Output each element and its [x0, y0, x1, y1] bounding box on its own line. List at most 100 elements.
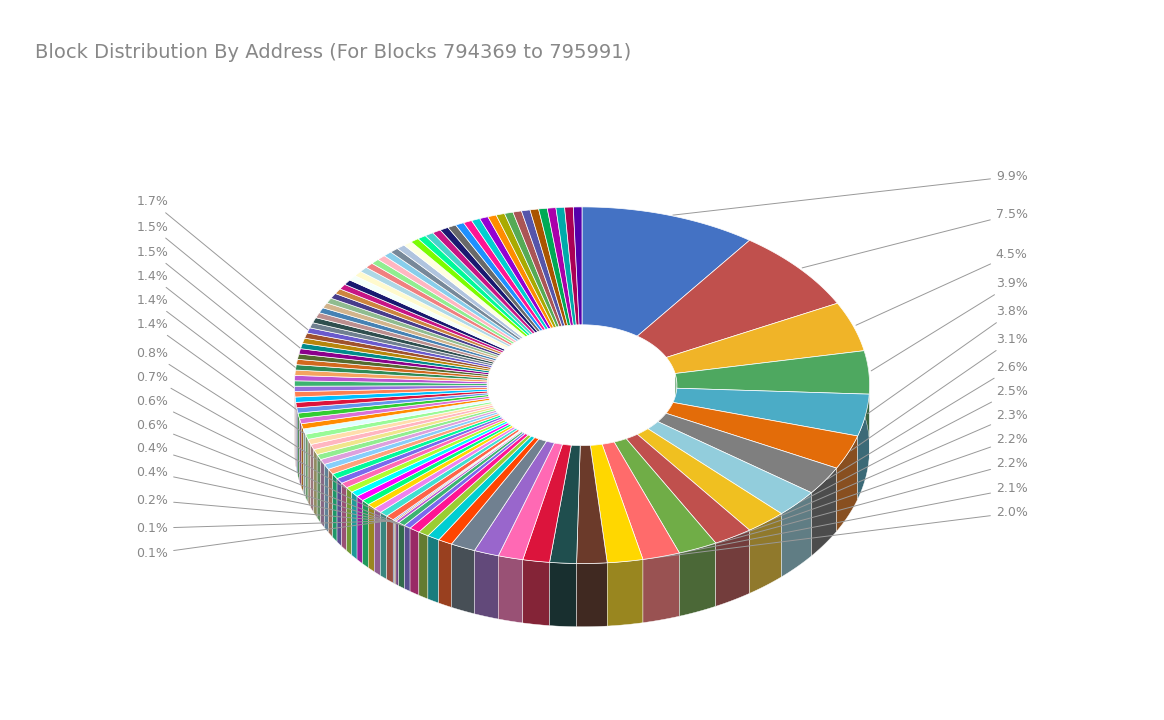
Polygon shape: [303, 338, 490, 371]
Polygon shape: [602, 442, 680, 559]
Polygon shape: [304, 429, 305, 498]
Polygon shape: [411, 239, 528, 337]
Polygon shape: [498, 414, 499, 479]
Polygon shape: [506, 421, 508, 486]
Polygon shape: [864, 351, 870, 457]
Polygon shape: [440, 228, 538, 333]
Polygon shape: [345, 280, 505, 351]
Polygon shape: [305, 434, 308, 503]
Polygon shape: [347, 420, 506, 492]
Polygon shape: [534, 438, 539, 503]
Polygon shape: [357, 496, 363, 564]
Polygon shape: [565, 207, 580, 325]
Polygon shape: [338, 417, 503, 483]
Polygon shape: [391, 248, 521, 340]
Polygon shape: [317, 454, 320, 523]
Polygon shape: [716, 530, 750, 606]
Polygon shape: [510, 424, 511, 489]
Polygon shape: [384, 252, 519, 341]
Polygon shape: [475, 441, 554, 556]
Polygon shape: [378, 256, 517, 343]
Polygon shape: [439, 438, 539, 544]
Polygon shape: [666, 303, 864, 374]
Polygon shape: [666, 402, 858, 468]
Polygon shape: [410, 433, 528, 532]
Polygon shape: [313, 318, 495, 364]
Polygon shape: [297, 408, 298, 477]
Polygon shape: [320, 459, 325, 528]
Text: Block Distribution By Address (For Blocks 794369 to 795991): Block Distribution By Address (For Block…: [35, 43, 631, 62]
Polygon shape: [562, 444, 572, 508]
Polygon shape: [325, 412, 498, 469]
Polygon shape: [311, 405, 494, 449]
Polygon shape: [308, 403, 492, 444]
Polygon shape: [428, 536, 439, 603]
Polygon shape: [327, 298, 499, 357]
Polygon shape: [418, 235, 531, 336]
Polygon shape: [301, 398, 490, 429]
Polygon shape: [375, 508, 381, 575]
Text: 1.5%: 1.5%: [136, 246, 534, 559]
Polygon shape: [425, 233, 533, 335]
Text: 3.1%: 3.1%: [851, 333, 1028, 451]
Polygon shape: [525, 433, 528, 498]
Polygon shape: [648, 422, 811, 513]
Text: 7.5%: 7.5%: [802, 208, 1028, 268]
Polygon shape: [648, 422, 658, 492]
Polygon shape: [497, 412, 498, 477]
Polygon shape: [325, 464, 328, 533]
Polygon shape: [523, 559, 549, 626]
Polygon shape: [574, 207, 582, 325]
Text: 3.8%: 3.8%: [867, 305, 1028, 414]
Polygon shape: [314, 407, 495, 454]
Polygon shape: [331, 294, 501, 356]
Polygon shape: [811, 468, 837, 556]
Text: 9.9%: 9.9%: [673, 170, 1028, 215]
Polygon shape: [549, 562, 576, 626]
Polygon shape: [395, 521, 396, 585]
Polygon shape: [572, 445, 580, 509]
Polygon shape: [638, 428, 781, 530]
Polygon shape: [320, 410, 497, 464]
Polygon shape: [310, 323, 494, 366]
Polygon shape: [386, 516, 393, 583]
Polygon shape: [419, 532, 428, 599]
Polygon shape: [314, 449, 317, 518]
Polygon shape: [638, 240, 837, 357]
Polygon shape: [499, 415, 502, 480]
Polygon shape: [626, 434, 638, 502]
Polygon shape: [335, 289, 502, 354]
Polygon shape: [455, 222, 542, 331]
Polygon shape: [781, 492, 811, 577]
Polygon shape: [296, 391, 488, 408]
Polygon shape: [638, 428, 648, 498]
Polygon shape: [372, 259, 514, 344]
Polygon shape: [299, 418, 301, 487]
Polygon shape: [350, 276, 508, 350]
Polygon shape: [294, 390, 488, 402]
Polygon shape: [381, 428, 518, 516]
Polygon shape: [518, 430, 519, 494]
Polygon shape: [342, 418, 504, 487]
Polygon shape: [488, 215, 554, 328]
Polygon shape: [294, 375, 488, 384]
Polygon shape: [294, 387, 488, 397]
Polygon shape: [305, 402, 491, 439]
Polygon shape: [471, 219, 548, 330]
Polygon shape: [626, 434, 750, 543]
Polygon shape: [539, 208, 570, 325]
Text: 0.4%: 0.4%: [136, 442, 405, 526]
Polygon shape: [576, 563, 608, 627]
Polygon shape: [504, 212, 559, 327]
Text: 4.5%: 4.5%: [856, 248, 1028, 325]
Polygon shape: [311, 444, 314, 513]
Polygon shape: [333, 415, 502, 479]
Polygon shape: [328, 414, 499, 474]
Polygon shape: [322, 303, 498, 359]
Polygon shape: [452, 544, 475, 614]
Polygon shape: [294, 381, 487, 386]
Polygon shape: [547, 207, 574, 325]
Polygon shape: [580, 446, 590, 509]
Polygon shape: [475, 551, 498, 619]
Polygon shape: [439, 540, 452, 608]
